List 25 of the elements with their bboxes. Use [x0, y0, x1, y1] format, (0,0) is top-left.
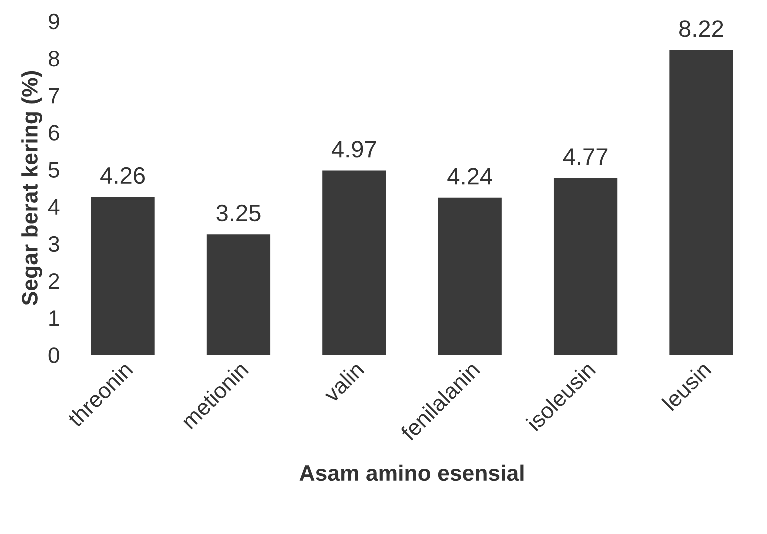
data-label: 4.77: [563, 148, 608, 165]
y-tick-label: 4: [48, 200, 60, 215]
bar: [91, 197, 155, 356]
data-label: 4.24: [448, 168, 492, 185]
bar: [554, 178, 618, 356]
y-tick-label: 6: [49, 125, 60, 141]
y-tick-label: 9: [49, 14, 60, 30]
data-label: 4.26: [100, 167, 145, 184]
x-axis-title: Asam amino esensial: [300, 464, 524, 482]
y-tick-label: 5: [48, 162, 60, 178]
y-tick-label: 8: [48, 50, 60, 67]
bar: [322, 170, 386, 356]
data-label: 3.25: [216, 204, 261, 222]
data-label: 4.97: [332, 141, 376, 158]
y-tick-label: 1: [50, 310, 60, 326]
y-axis-title: Segar berat kering (%): [22, 71, 42, 306]
y-tick-label: 0: [48, 348, 60, 364]
y-tick-label: 2: [49, 273, 60, 289]
data-label: 8.22: [680, 20, 724, 38]
bar: [206, 234, 271, 356]
y-tick-label: 3: [48, 236, 60, 252]
bar: [670, 50, 734, 356]
bar: [438, 198, 502, 356]
y-tick-label: 7: [49, 88, 60, 104]
x-tick-label: valin: [322, 360, 365, 404]
